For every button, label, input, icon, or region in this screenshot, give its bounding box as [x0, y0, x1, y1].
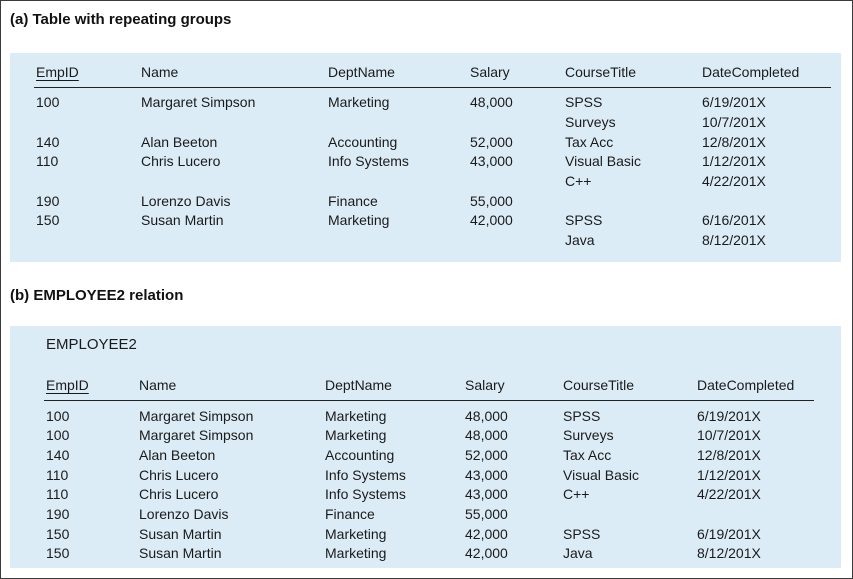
cell-datecompleted: 1/12/201X: [702, 153, 766, 169]
cell-deptname: Marketing: [325, 545, 387, 561]
cell-coursetitle: SPSS: [565, 94, 603, 110]
cell-empid: 100: [36, 94, 60, 110]
cell-empid: 150: [46, 545, 70, 561]
cell-datecompleted: 4/22/201X: [702, 173, 766, 189]
cell-empid: 100: [46, 427, 70, 443]
cell-coursetitle: C++: [565, 173, 592, 189]
relation-name: EMPLOYEE2: [46, 336, 137, 353]
cell-name: Susan Martin: [139, 545, 222, 561]
cell-deptname: Finance: [325, 506, 375, 522]
cell-deptname: Marketing: [325, 526, 387, 542]
cell-name: Lorenzo Davis: [139, 506, 229, 522]
header-rule: [44, 400, 814, 401]
header-name: Name: [139, 377, 177, 393]
cell-deptname: Finance: [328, 193, 378, 209]
cell-deptname: Info Systems: [325, 467, 406, 483]
cell-empid: 100: [46, 408, 70, 424]
cell-name: Alan Beeton: [141, 134, 218, 150]
cell-salary: 52,000: [470, 134, 513, 150]
cell-name: Margaret Simpson: [141, 94, 256, 110]
cell-datecompleted: 12/8/201X: [702, 134, 766, 150]
section-a-title: (a) Table with repeating groups: [10, 11, 232, 28]
cell-salary: 42,000: [465, 545, 508, 561]
header-salary: Salary: [465, 377, 505, 393]
header-salary: Salary: [470, 64, 510, 80]
header-coursetitle: CourseTitle: [565, 64, 637, 80]
cell-empid: 150: [36, 212, 60, 228]
cell-coursetitle: SPSS: [565, 212, 603, 228]
cell-empid: 110: [36, 153, 59, 169]
cell-coursetitle: Surveys: [563, 427, 614, 443]
table-a-panel: EmpID Name DeptName Salary CourseTitle DateCo…: [10, 53, 841, 262]
cell-coursetitle: Tax Acc: [563, 447, 612, 463]
cell-name: Alan Beeton: [139, 447, 216, 463]
cell-coursetitle: Java: [565, 232, 595, 248]
cell-name: Susan Martin: [141, 212, 224, 228]
cell-coursetitle: Java: [563, 545, 593, 561]
cell-name: Margaret Simpson: [139, 408, 254, 424]
cell-salary: 48,000: [470, 94, 513, 110]
cell-name: Margaret Simpson: [139, 427, 254, 443]
cell-salary: 43,000: [465, 467, 508, 483]
cell-datecompleted: 10/7/201X: [697, 427, 761, 443]
cell-coursetitle: SPSS: [563, 526, 601, 542]
cell-deptname: Info Systems: [325, 486, 406, 502]
cell-datecompleted: 8/12/201X: [697, 545, 761, 561]
cell-deptname: Info Systems: [328, 153, 409, 169]
header-empid: EmpID: [46, 377, 89, 393]
header-coursetitle: CourseTitle: [563, 377, 635, 393]
cell-coursetitle: Surveys: [565, 114, 616, 130]
cell-empid: 110: [46, 486, 69, 502]
cell-salary: 42,000: [465, 526, 508, 542]
cell-empid: 140: [46, 447, 70, 463]
cell-name: Chris Lucero: [139, 467, 219, 483]
header-rule: [34, 87, 831, 88]
cell-deptname: Accounting: [328, 134, 398, 150]
cell-coursetitle: Visual Basic: [565, 153, 642, 169]
header-deptname: DeptName: [325, 377, 392, 393]
cell-salary: 48,000: [465, 427, 508, 443]
cell-datecompleted: 8/12/201X: [702, 232, 766, 248]
cell-empid: 140: [36, 134, 60, 150]
header-datecompleted: DateCompleted: [702, 64, 800, 80]
cell-deptname: Marketing: [325, 427, 387, 443]
cell-datecompleted: 4/22/201X: [697, 486, 761, 502]
cell-deptname: Marketing: [325, 408, 387, 424]
cell-datecompleted: 6/19/201X: [697, 526, 761, 542]
cell-datecompleted: 1/12/201X: [697, 467, 761, 483]
cell-salary: 48,000: [465, 408, 508, 424]
cell-salary: 55,000: [465, 506, 508, 522]
cell-empid: 110: [46, 467, 69, 483]
cell-salary: 55,000: [470, 193, 513, 209]
cell-deptname: Marketing: [328, 212, 390, 228]
cell-salary: 43,000: [465, 486, 508, 502]
cell-name: Chris Lucero: [141, 153, 221, 169]
table-b-panel: EMPLOYEE2 EmpID Name DeptName Salary CourseT…: [10, 326, 841, 568]
cell-datecompleted: 10/7/201X: [702, 114, 766, 130]
cell-coursetitle: Visual Basic: [563, 467, 640, 483]
cell-deptname: Accounting: [325, 447, 395, 463]
cell-datecompleted: 6/19/201X: [697, 408, 761, 424]
cell-salary: 42,000: [470, 212, 513, 228]
cell-coursetitle: Tax Acc: [565, 134, 614, 150]
cell-salary: 52,000: [465, 447, 508, 463]
section-b-title: (b) EMPLOYEE2 relation: [10, 287, 184, 304]
cell-datecompleted: 6/16/201X: [702, 212, 766, 228]
cell-name: Lorenzo Davis: [141, 193, 231, 209]
cell-deptname: Marketing: [328, 94, 390, 110]
cell-name: Chris Lucero: [139, 486, 219, 502]
header-deptname: DeptName: [328, 64, 395, 80]
cell-coursetitle: SPSS: [563, 408, 601, 424]
cell-empid: 190: [46, 506, 70, 522]
cell-name: Susan Martin: [139, 526, 222, 542]
cell-datecompleted: 6/19/201X: [702, 94, 766, 110]
header-empid: EmpID: [36, 64, 79, 80]
header-name: Name: [141, 64, 179, 80]
cell-datecompleted: 12/8/201X: [697, 447, 761, 463]
cell-empid: 190: [36, 193, 60, 209]
cell-salary: 43,000: [470, 153, 513, 169]
cell-coursetitle: C++: [563, 486, 590, 502]
cell-empid: 150: [46, 526, 70, 542]
header-datecompleted: DateCompleted: [697, 377, 795, 393]
